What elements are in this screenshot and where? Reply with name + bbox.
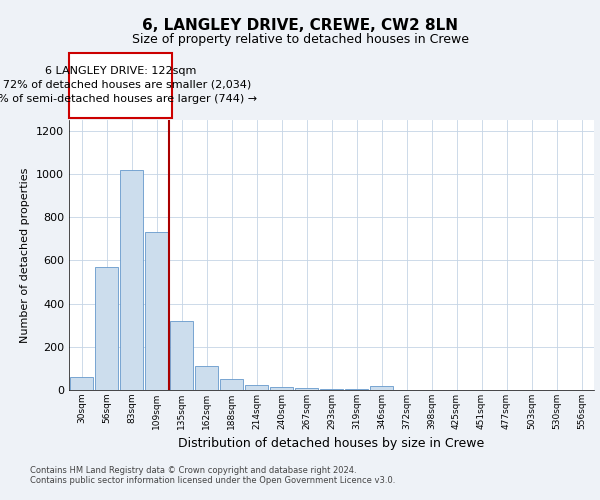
Bar <box>245 384 268 390</box>
Bar <box>344 389 368 390</box>
Text: Contains HM Land Registry data © Crown copyright and database right 2024.
Contai: Contains HM Land Registry data © Crown c… <box>30 466 395 485</box>
Text: Size of property relative to detached houses in Crewe: Size of property relative to detached ho… <box>131 32 469 46</box>
Bar <box>220 379 244 390</box>
Bar <box>145 232 169 390</box>
X-axis label: Distribution of detached houses by size in Crewe: Distribution of detached houses by size … <box>178 438 485 450</box>
Bar <box>194 366 218 390</box>
Y-axis label: Number of detached properties: Number of detached properties <box>20 168 31 342</box>
Bar <box>320 389 343 390</box>
Bar <box>295 388 319 390</box>
Bar <box>70 377 94 390</box>
Bar <box>370 386 394 390</box>
Text: 6 LANGLEY DRIVE: 122sqm
← 72% of detached houses are smaller (2,034)
26% of semi: 6 LANGLEY DRIVE: 122sqm ← 72% of detache… <box>0 66 257 104</box>
FancyBboxPatch shape <box>69 52 172 118</box>
Bar <box>269 387 293 390</box>
Bar <box>95 267 118 390</box>
Bar <box>170 321 193 390</box>
Bar <box>119 170 143 390</box>
Text: 6, LANGLEY DRIVE, CREWE, CW2 8LN: 6, LANGLEY DRIVE, CREWE, CW2 8LN <box>142 18 458 32</box>
